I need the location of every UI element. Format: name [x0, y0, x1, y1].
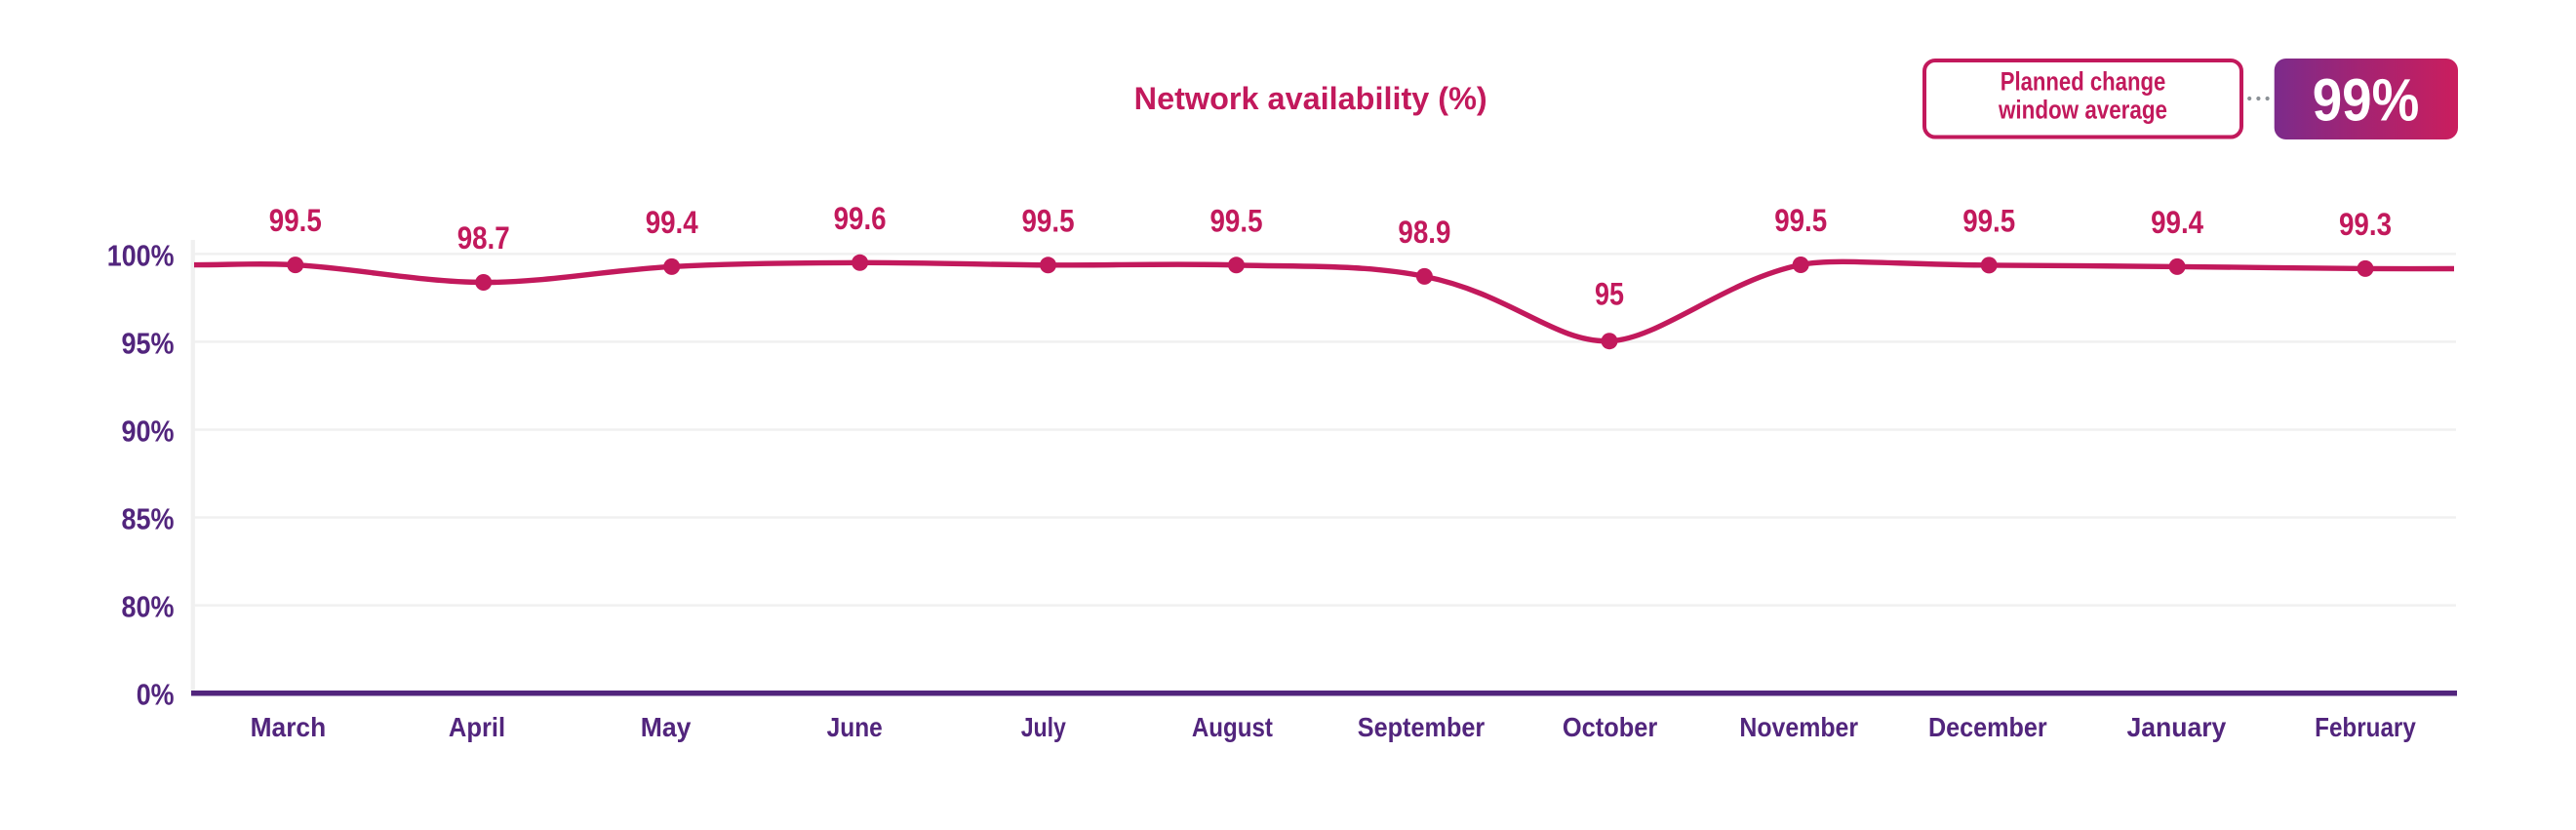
svg-text:98.7: 98.7 [457, 220, 510, 256]
svg-text:June: June [827, 712, 883, 742]
svg-text:May: May [641, 712, 692, 742]
svg-text:99.5: 99.5 [1962, 203, 2015, 238]
svg-text:95: 95 [1595, 277, 1624, 312]
svg-text:99.5: 99.5 [269, 203, 322, 238]
svg-text:99.5: 99.5 [1210, 203, 1263, 238]
svg-text:99.4: 99.4 [646, 205, 698, 240]
svg-text:95%: 95% [122, 326, 175, 360]
svg-text:December: December [1928, 712, 2047, 742]
svg-text:85%: 85% [122, 501, 175, 535]
svg-text:February: February [2315, 712, 2416, 742]
svg-text:January: January [2126, 712, 2226, 742]
svg-text:80%: 80% [122, 590, 175, 624]
svg-text:window average: window average [1998, 95, 2167, 124]
svg-text:April: April [449, 712, 505, 742]
svg-text:100%: 100% [107, 238, 175, 272]
svg-text:98.9: 98.9 [1398, 215, 1450, 250]
svg-text:99.4: 99.4 [2151, 205, 2203, 240]
svg-text:99.5: 99.5 [1774, 203, 1827, 238]
svg-text:Network availability (%): Network availability (%) [1134, 81, 1487, 116]
svg-text:October: October [1563, 712, 1657, 742]
svg-text:90%: 90% [122, 414, 175, 448]
svg-text:November: November [1739, 712, 1858, 742]
svg-text:August: August [1192, 712, 1273, 742]
svg-text:99.5: 99.5 [1022, 203, 1075, 238]
svg-text:99.3: 99.3 [2339, 207, 2392, 242]
svg-text:99.6: 99.6 [834, 201, 887, 236]
svg-text:99%: 99% [2313, 67, 2420, 134]
svg-text:July: July [1021, 712, 1067, 742]
svg-text:September: September [1358, 712, 1486, 742]
svg-text:March: March [251, 712, 327, 742]
svg-text:0%: 0% [137, 678, 175, 712]
svg-text:Planned change: Planned change [2001, 67, 2166, 97]
